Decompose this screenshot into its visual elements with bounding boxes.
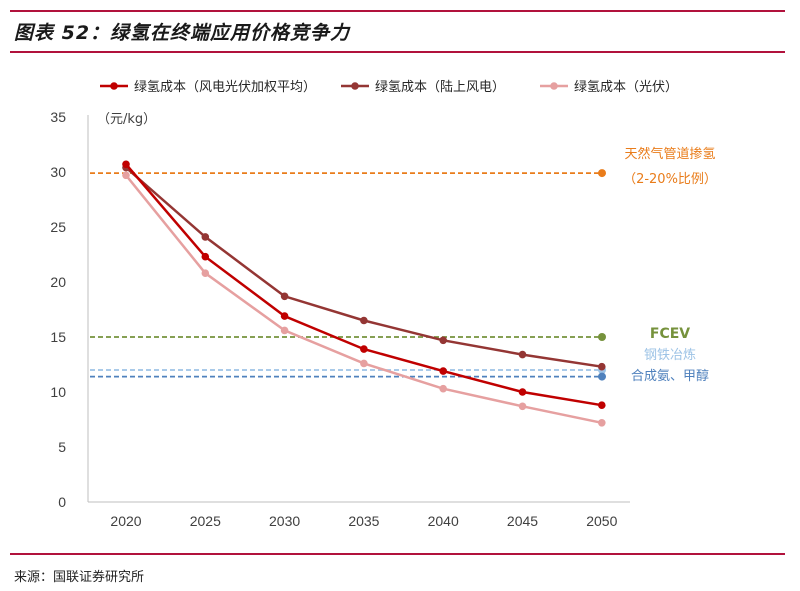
data-point	[360, 316, 368, 325]
data-point	[518, 350, 527, 359]
y-axis: 0 5 10 15 20 25 30 35 （元/kg）	[50, 109, 156, 510]
y-tick-label: 25	[50, 219, 66, 235]
y-tick-label: 35	[50, 109, 66, 125]
y-tick-label: 15	[50, 329, 66, 345]
data-point	[201, 233, 210, 241]
x-tick-label: 2020	[110, 513, 141, 529]
series-lines	[122, 160, 606, 427]
legend-label: 绿氢成本（风电光伏加权平均）	[134, 79, 316, 95]
series-line	[125, 174, 603, 425]
y-tick-label: 5	[58, 439, 66, 455]
bottom-rule	[10, 553, 785, 555]
title-rule	[10, 51, 785, 53]
x-tick-label: 2035	[348, 513, 379, 529]
x-tick-label: 2025	[190, 513, 221, 529]
legend-marker	[550, 82, 558, 90]
series-line	[125, 163, 603, 407]
y-axis-unit: （元/kg）	[97, 112, 156, 127]
reference-end-marker	[598, 333, 606, 341]
y-tick-label: 20	[50, 274, 66, 290]
chart-legend: 绿氢成本（风电光伏加权平均） 绿氢成本（陆上风电） 绿氢成本（光伏）	[100, 79, 678, 95]
x-axis: 2020 2025 2030 2035 2040 2045 2050	[88, 501, 630, 529]
source-note: 来源：国联证券研究所	[14, 570, 145, 585]
data-point	[518, 402, 527, 411]
data-point	[201, 269, 210, 278]
reference-label: 合成氨、甲醇	[631, 368, 709, 384]
x-tick-label: 2030	[269, 513, 300, 529]
data-point	[518, 388, 527, 396]
reference-label: （2-20%比例）	[623, 172, 717, 187]
y-tick-label: 10	[50, 384, 66, 400]
x-tick-label: 2040	[428, 513, 459, 529]
legend-label: 绿氢成本（陆上风电）	[375, 79, 505, 95]
data-point	[201, 252, 210, 261]
reference-label: 钢铁冶炼	[644, 348, 696, 363]
y-tick-label: 0	[58, 494, 66, 510]
reference-end-marker	[598, 372, 606, 381]
data-point	[439, 384, 448, 393]
reference-label: FCEV	[650, 326, 690, 342]
data-point	[122, 160, 130, 169]
data-point	[122, 171, 130, 180]
x-tick-label: 2045	[507, 513, 538, 529]
reference-label: 天然气管道掺氢	[624, 146, 715, 162]
data-point	[598, 362, 606, 371]
y-tick-label: 30	[50, 164, 66, 180]
data-point	[280, 292, 289, 301]
top-rule	[10, 10, 785, 12]
reference-end-marker	[598, 169, 606, 178]
data-point	[598, 401, 606, 410]
legend-marker	[351, 82, 359, 90]
legend-marker	[110, 82, 118, 90]
data-point	[439, 367, 448, 375]
data-point	[439, 336, 448, 345]
x-tick-label: 2050	[586, 513, 617, 529]
data-point	[598, 419, 606, 427]
legend-label: 绿氢成本（光伏）	[574, 80, 678, 95]
data-point	[280, 312, 289, 320]
line-chart: 绿氢成本（风电光伏加权平均） 绿氢成本（陆上风电） 绿氢成本（光伏） 0 5 10 15 2…	[50, 79, 717, 529]
data-point	[360, 345, 368, 353]
data-point	[360, 359, 368, 368]
figure-title: 图表 52：绿氢在终端应用价格竞争力	[14, 22, 351, 44]
data-point	[280, 326, 289, 335]
